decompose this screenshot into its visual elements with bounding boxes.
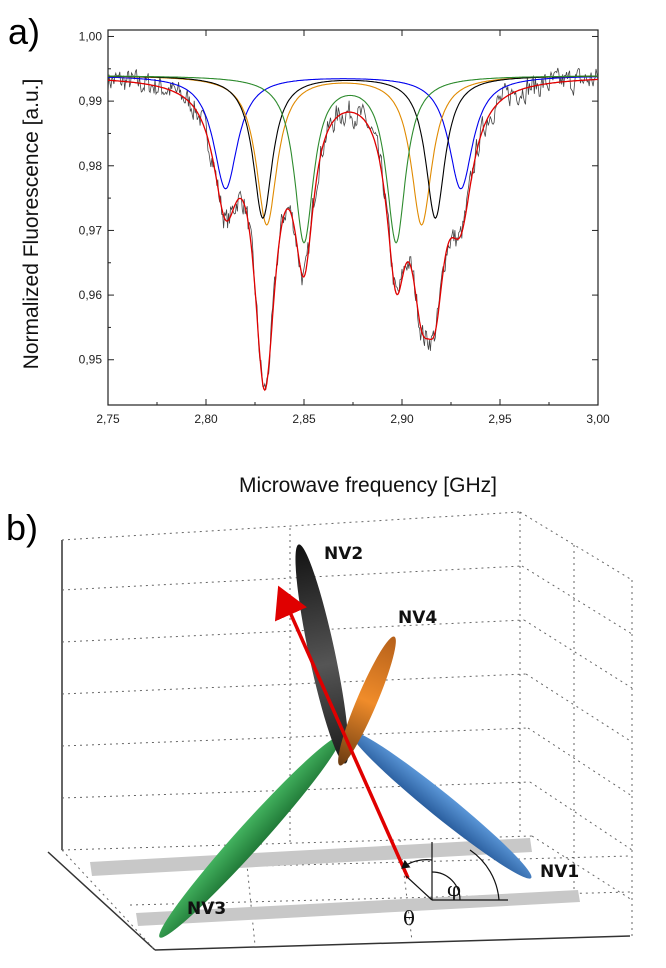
nv-centers: [159, 544, 532, 938]
fit-component-line-1: [108, 76, 598, 190]
panel-b: b): [6, 507, 633, 951]
y-tick-label: 1,00: [79, 29, 103, 43]
nv4-ellipse: [338, 636, 396, 766]
y-tick-label: 0,99: [79, 94, 103, 108]
nv2-label: NV2: [324, 544, 363, 564]
x-ticks: 2,75 2,80 2,85 2,90 2,95 3,00: [96, 30, 610, 426]
nv1-ellipse: [350, 731, 532, 879]
plot-frame: [107, 29, 599, 406]
nv1-label: NV1: [540, 862, 579, 882]
nv4-label: NV4: [398, 608, 437, 628]
y-tick-label: 0,98: [79, 159, 103, 173]
x-tick-label: 2,85: [292, 412, 316, 426]
x-tick-label: 2,95: [488, 412, 512, 426]
measured-data-line: [108, 67, 598, 390]
series-layer: [108, 67, 598, 392]
theta-label: θ: [403, 906, 415, 930]
panel-a: a) 2,75 2,80 2,85 2,90 2,95 3,00 0,95 0,96 0,97…: [8, 11, 610, 497]
x-tick-label: 2,90: [390, 412, 414, 426]
phi-label: φ: [447, 877, 461, 901]
sum-fit-line: [108, 78, 598, 392]
y-ticks: 0,95 0,96 0,97 0,98 0,99 1,00: [79, 29, 598, 367]
nv3-ellipse: [159, 736, 341, 938]
y-tick-label: 0,96: [79, 288, 103, 302]
fit-component-line-4: [108, 75, 598, 244]
x-axis-title: Microwave frequency [GHz]: [239, 474, 497, 497]
y-axis-title: Normalized Fluorescence [a.u.]: [20, 79, 43, 370]
nv3-label: NV3: [187, 899, 226, 919]
y-tick-label: 0,95: [79, 353, 103, 367]
fit-component-line-3: [108, 75, 598, 219]
panel-a-label: a): [8, 11, 40, 52]
angle-diagram: [401, 842, 508, 901]
field-arrow: [274, 585, 410, 879]
x-tick-label: 2,80: [194, 412, 218, 426]
x-tick-label: 2,75: [96, 412, 120, 426]
panel-b-label: b): [6, 507, 38, 548]
x-tick-label: 3,00: [586, 412, 610, 426]
y-tick-label: 0,97: [79, 223, 103, 237]
nv2-ellipse: [295, 544, 349, 764]
